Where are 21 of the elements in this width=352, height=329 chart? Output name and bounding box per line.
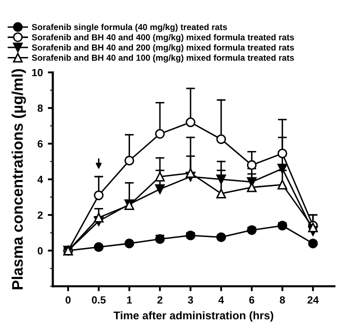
x-tick-label: 6 (249, 296, 254, 304)
legend-label: Sorafenib single formula (40 mg/kg) treated rats (32, 24, 227, 32)
legend-label: Sorafenib and BH 40 and 100 (mg/kg) mixed formula treated rats (32, 54, 294, 63)
x-tick-label: 3 (188, 296, 194, 304)
x-tick-label: 0.5 (92, 296, 106, 304)
y-tick-label: 10 (32, 68, 43, 76)
legend-label: Sorafenib and BH 40 and 200 (mg/kg) mixed formula treated rats (32, 44, 294, 52)
y-axis-title: Plasma concentrations (µg/ml) (12, 69, 26, 290)
y-tick-label: 8 (38, 104, 43, 112)
legend-label: Sorafenib and BH 40 and 400 (mg/kg) mixed formula treated rats (32, 34, 294, 42)
y-tick-label: 4 (37, 176, 44, 184)
x-tick-label: 1 (127, 296, 132, 304)
x-tick-label: 0 (66, 296, 71, 304)
x-tick-label: 4 (218, 296, 224, 304)
x-tick-label: 2 (157, 296, 162, 304)
y-tick-label: 0 (38, 247, 43, 254)
y-tick-label: 2 (38, 211, 43, 219)
x-tick-label: 8 (280, 296, 285, 304)
x-axis-title: Time after administration (hrs) (114, 311, 274, 322)
x-tick-label: 24 (308, 296, 319, 304)
y-tick-label: 6 (38, 140, 43, 148)
